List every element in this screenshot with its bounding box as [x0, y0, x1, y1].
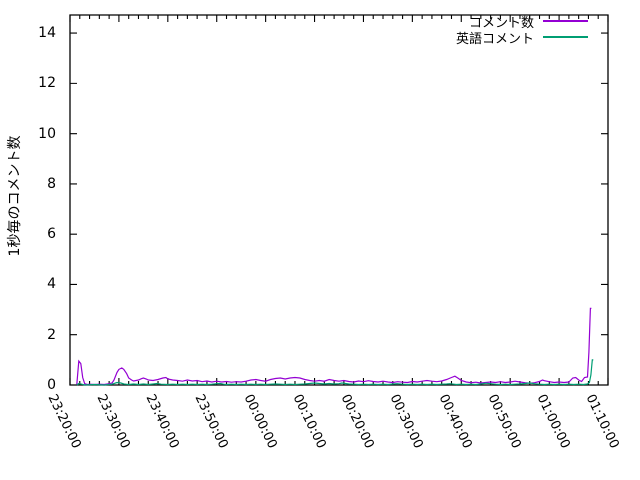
axis-ticks	[69, 15, 609, 386]
y-tick-label: 12	[38, 75, 56, 92]
y-tick-label: 8	[47, 175, 56, 192]
series-line-1	[76, 359, 594, 386]
legend-item: コメント数	[468, 13, 588, 31]
legend-line-sample	[543, 20, 588, 22]
y-tick-label: 6	[47, 226, 56, 243]
legend-label: コメント数	[468, 15, 534, 31]
y-tick-label: 0	[47, 377, 56, 393]
y-tick-label: 2	[47, 326, 56, 343]
y-tick-label: 10	[38, 125, 56, 142]
y-tick-label: 14	[38, 25, 56, 42]
y-tick-label: 4	[47, 276, 56, 293]
plot-border	[69, 14, 609, 386]
legend-item: 英語コメント	[455, 29, 588, 47]
series-line-0	[76, 307, 592, 386]
legend-label: 英語コメント	[455, 31, 534, 47]
legend-line-sample	[543, 36, 588, 38]
legend: コメント数 英語コメント	[455, 13, 588, 47]
